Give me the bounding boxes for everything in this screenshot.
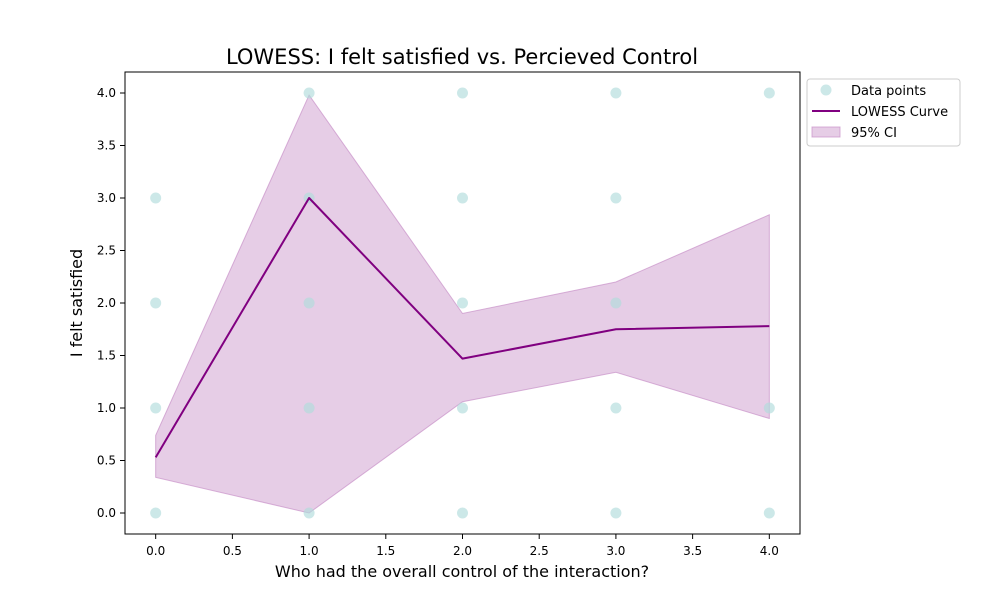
data-point xyxy=(457,87,468,99)
data-point xyxy=(610,402,622,414)
x-tick-label: 3.5 xyxy=(683,544,702,558)
data-point xyxy=(303,402,315,414)
data-point xyxy=(610,192,622,204)
y-tick-label: 0.5 xyxy=(97,454,116,468)
data-point xyxy=(457,192,468,204)
data-point xyxy=(303,507,315,519)
legend-ci-marker xyxy=(811,126,841,138)
data-point xyxy=(610,87,622,99)
y-tick-label: 3.0 xyxy=(97,191,116,205)
y-axis-label: I felt satisfied xyxy=(67,249,86,357)
lowess-line-layer xyxy=(154,197,770,458)
x-tick-label: 0.5 xyxy=(223,544,242,558)
y-tick-label: 4.0 xyxy=(97,86,116,100)
y-tick-label: 2.0 xyxy=(97,296,116,310)
data-point xyxy=(150,402,162,414)
legend-lowess-label: LOWESS Curve xyxy=(851,105,948,120)
x-tick-label: 4.0 xyxy=(760,544,779,558)
chart-title: LOWESS: I felt satisfied vs. Percieved C… xyxy=(226,45,698,69)
data-point xyxy=(763,87,775,99)
x-axis-label: Who had the overall control of the inter… xyxy=(275,562,649,581)
x-axis-ticks: 0.0 0.5 1.0 1.5 2.0 2.5 3.0 3.5 4.0 xyxy=(146,534,779,558)
y-tick-label: 2.5 xyxy=(97,244,116,258)
y-tick-label: 0.0 xyxy=(97,506,116,520)
y-tick-label: 3.5 xyxy=(97,139,116,153)
x-tick-label: 2.5 xyxy=(530,544,549,558)
data-point xyxy=(457,297,468,309)
data-point xyxy=(610,297,622,309)
data-point xyxy=(150,297,162,309)
data-point xyxy=(303,87,315,99)
x-tick-label: 1.0 xyxy=(300,544,319,558)
x-tick-label: 3.0 xyxy=(606,544,625,558)
y-tick-label: 1.5 xyxy=(97,349,116,363)
data-point xyxy=(610,507,622,519)
x-tick-label: 0.0 xyxy=(146,544,165,558)
legend-ci-label: 95% CI xyxy=(851,126,897,141)
y-tick-label: 1.0 xyxy=(97,401,116,415)
data-point xyxy=(457,507,468,519)
lowess-curve xyxy=(154,197,770,458)
legend-data-points-marker xyxy=(820,84,832,96)
x-tick-label: 1.5 xyxy=(376,544,395,558)
legend-box xyxy=(806,78,961,147)
x-tick-label: 2.0 xyxy=(453,544,472,558)
data-point xyxy=(150,192,162,204)
legend-data-points-label: Data points xyxy=(851,84,926,99)
y-axis-ticks: 0.0 0.5 1.0 1.5 2.0 2.5 3.0 3.5 4.0 xyxy=(97,86,125,520)
data-point xyxy=(150,507,162,519)
legend: Data points LOWESS Curve 95% CI xyxy=(806,78,961,147)
data-point xyxy=(457,402,468,414)
data-point xyxy=(303,297,315,309)
data-point xyxy=(763,402,775,414)
data-point xyxy=(763,507,775,519)
